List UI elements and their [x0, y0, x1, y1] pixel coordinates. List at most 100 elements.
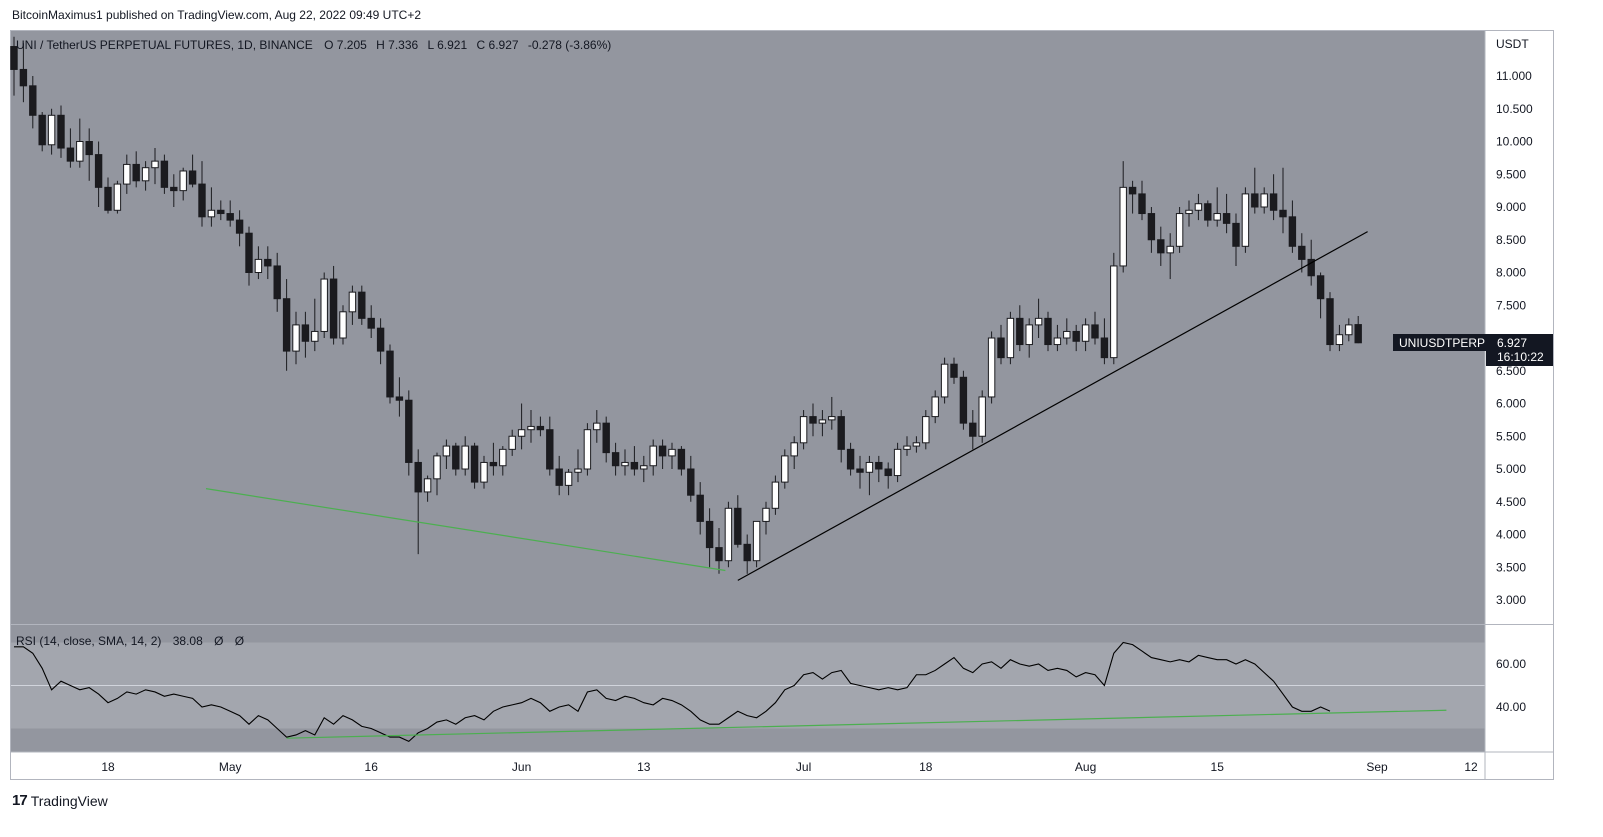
- ascending-support-line: [737, 231, 1368, 581]
- price-tick-label: 8.500: [1496, 233, 1526, 247]
- candle-body: [339, 311, 347, 339]
- candle-body: [113, 183, 122, 211]
- candle-body: [1044, 317, 1052, 346]
- candle: [536, 416, 545, 437]
- candle-body: [179, 170, 187, 192]
- candle-body: [997, 337, 1005, 359]
- candle: [668, 442, 676, 469]
- legend-low-label: L: [428, 38, 435, 52]
- candle-body: [198, 183, 206, 218]
- candle-body: [987, 337, 996, 398]
- candle-body: [828, 416, 836, 421]
- candle: [1185, 200, 1193, 227]
- candle: [160, 154, 169, 194]
- rsi-value: 38.08: [173, 634, 203, 648]
- price-tick-label: 3.000: [1496, 593, 1526, 607]
- candle: [1157, 226, 1165, 266]
- candle-body: [884, 468, 892, 477]
- candle-body: [1194, 203, 1203, 211]
- candle-body: [818, 419, 827, 424]
- symbol-tag-label: UNIUSDTPERP: [1399, 336, 1485, 350]
- candle-body: [1204, 203, 1212, 221]
- price-axis-unit: USDT: [1496, 37, 1529, 51]
- last-price-tag[interactable]: UNIUSDTPERP 6.927 16:10:22: [1393, 334, 1553, 366]
- candle: [226, 200, 234, 227]
- candle: [1326, 292, 1334, 352]
- tradingview-footer[interactable]: 17 TradingView: [12, 792, 108, 809]
- candle: [405, 390, 413, 476]
- candle-body: [1288, 216, 1297, 247]
- candle: [1260, 187, 1268, 214]
- price-tick-label: 11.000: [1496, 69, 1532, 83]
- price-tick-label: 10.000: [1496, 135, 1533, 149]
- candle-body: [1016, 317, 1024, 346]
- candle: [922, 410, 930, 450]
- candle: [10, 36, 18, 96]
- candle: [282, 279, 291, 371]
- candle-body: [1081, 324, 1090, 342]
- candle: [574, 449, 582, 483]
- candle: [705, 508, 714, 568]
- candle-body: [1345, 324, 1353, 336]
- rsi-label: RSI (14, close, SMA, 14, 2): [16, 634, 161, 648]
- candle: [245, 226, 253, 286]
- price-tick-label: 7.500: [1496, 298, 1526, 312]
- candle-body: [668, 448, 676, 457]
- candle-body: [640, 465, 648, 470]
- candle: [1298, 233, 1306, 273]
- price-tick-label: 6.000: [1496, 397, 1526, 411]
- candle: [593, 410, 601, 443]
- candle: [132, 151, 140, 188]
- candle: [76, 118, 84, 168]
- candle-body: [1269, 193, 1278, 211]
- candle: [884, 462, 892, 489]
- candle: [611, 442, 620, 476]
- candle-body: [47, 114, 56, 146]
- candle-body: [912, 442, 921, 447]
- candle-body: [66, 147, 75, 162]
- price-axis-ticks[interactable]: 11.000 10.500 10.000 9.500 9.000 8.500 8.000 7.…: [1496, 69, 1533, 607]
- candle-body: [574, 468, 582, 473]
- candle: [217, 200, 225, 221]
- time-tick-label: May: [219, 760, 242, 774]
- candle-body: [489, 461, 498, 467]
- candle-body: [461, 445, 469, 470]
- candle-body: [621, 461, 629, 467]
- candle-body: [1251, 193, 1259, 208]
- candle: [809, 403, 817, 437]
- candle-body: [931, 396, 939, 418]
- candle-body: [705, 520, 714, 549]
- candle-body: [292, 324, 300, 352]
- candle-body: [320, 278, 328, 332]
- rsi-tick-label: 40.00: [1496, 700, 1526, 714]
- candle-body: [1232, 222, 1240, 247]
- candle: [367, 305, 375, 338]
- candle: [1006, 311, 1015, 365]
- candle: [1128, 180, 1137, 214]
- candle: [1345, 318, 1353, 342]
- candle: [1053, 324, 1062, 352]
- candle-body: [1298, 245, 1306, 260]
- legend-high: 7.336: [388, 38, 418, 52]
- candle-body: [752, 520, 761, 562]
- candle-body: [602, 422, 610, 454]
- symbol-tag-bg: [1393, 334, 1486, 351]
- price-divergence-line: [205, 488, 726, 572]
- legend-change: -0.278 (-3.86%): [528, 38, 611, 52]
- time-axis-ticks[interactable]: 18 May 16 Jun 13 Jul 18 Aug 15 Sep 12: [101, 760, 1478, 774]
- svg-text:UNI / TetherUS PERPETUAL FUTUR: UNI / TetherUS PERPETUAL FUTURES, 1D, BI…: [16, 38, 611, 52]
- candle: [583, 423, 592, 476]
- candle-body: [940, 363, 949, 398]
- candle-body: [386, 350, 394, 398]
- candle: [1138, 180, 1146, 221]
- candle-body: [57, 114, 65, 149]
- candle: [470, 442, 479, 489]
- candle-body: [423, 478, 432, 493]
- chart-frame[interactable]: [10, 30, 1554, 780]
- legend-close: 6.927: [489, 38, 519, 52]
- candle-body: [630, 461, 639, 470]
- candle-body: [743, 543, 751, 562]
- candle: [856, 455, 864, 489]
- candle: [123, 154, 131, 194]
